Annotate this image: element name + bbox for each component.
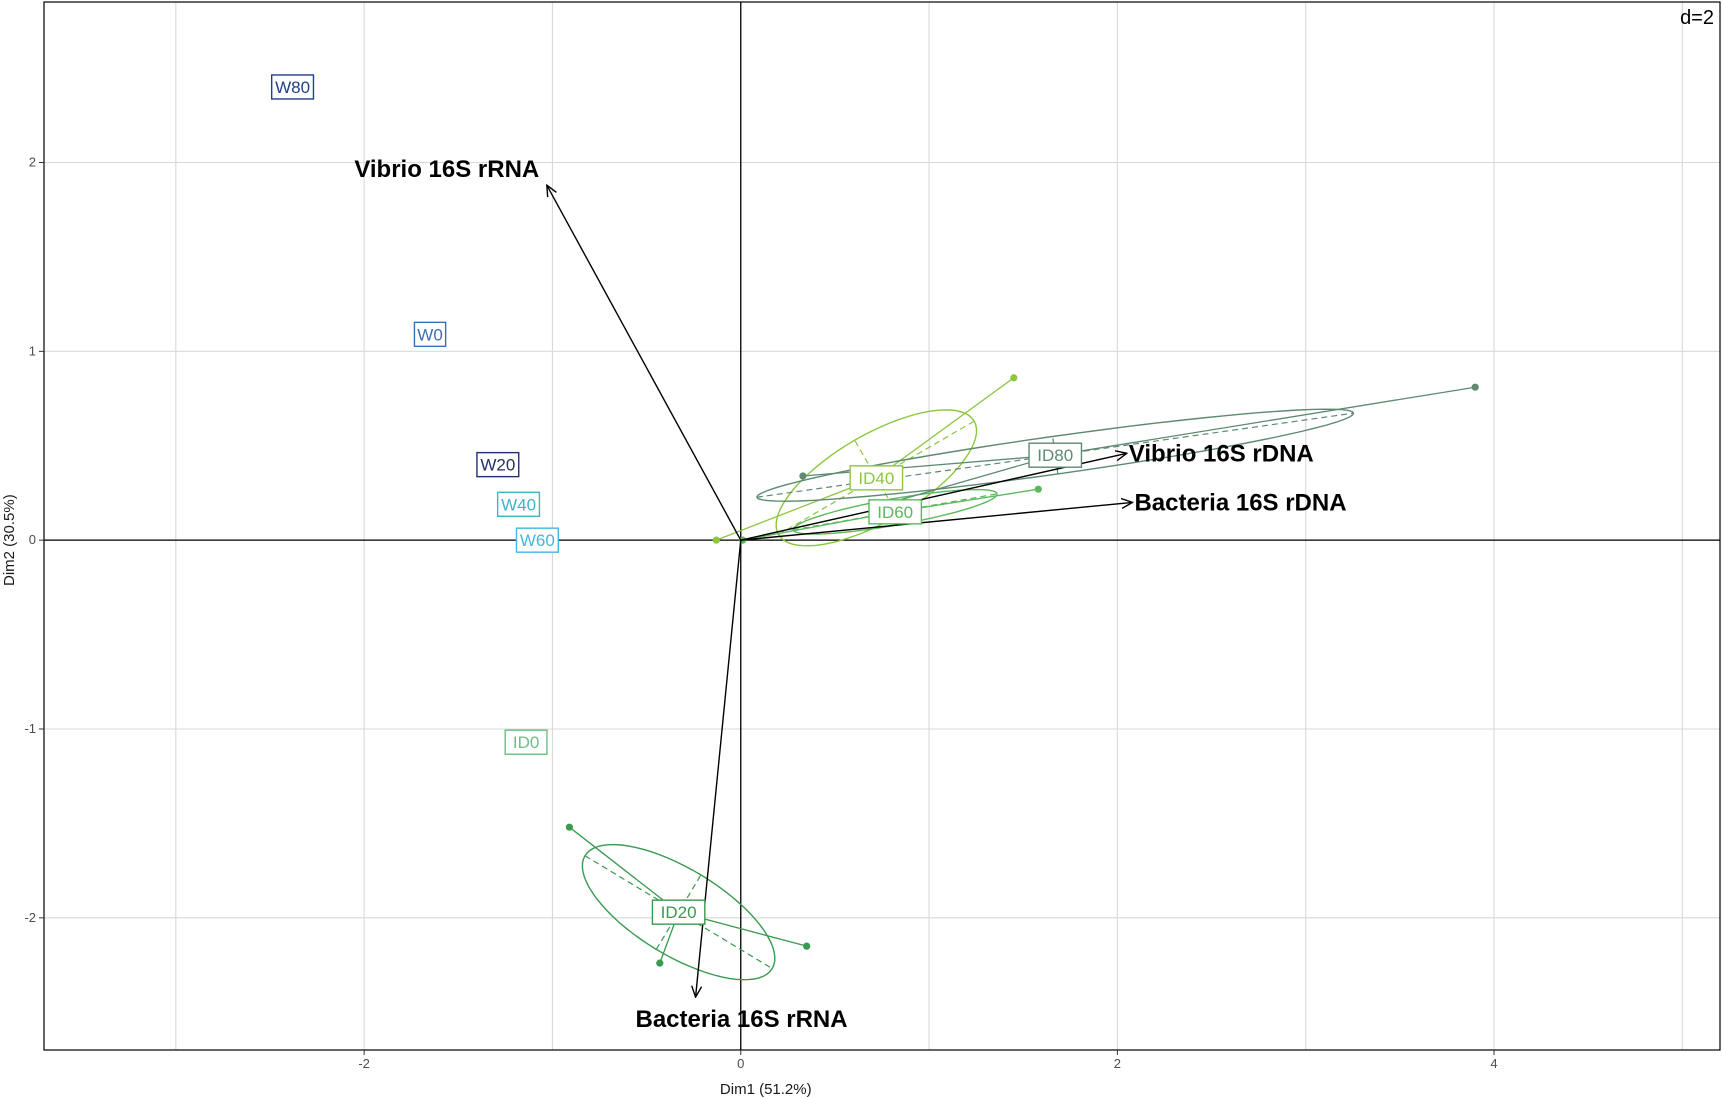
label-w80-box <box>270 74 315 100</box>
label-id20: ID20 <box>651 899 706 925</box>
label-id20-box <box>651 899 706 925</box>
label-id60-box <box>868 499 923 525</box>
arrow-label: Vibrio 16S rRNA <box>354 156 539 183</box>
label-w60-box <box>515 527 559 553</box>
label-id80-box <box>1028 442 1083 468</box>
arrow-label: Bacteria 16S rDNA <box>1134 489 1346 516</box>
scale-label: d=2 <box>1680 7 1714 29</box>
label-w0-box <box>413 321 447 348</box>
arrow-label: Bacteria 16S rRNA <box>636 1006 848 1033</box>
group-spoke <box>568 826 680 913</box>
label-w80: W80 <box>270 74 315 100</box>
y-axis-title: Dim2 (30.5%) <box>1 494 18 586</box>
group-id40 <box>712 374 1018 547</box>
data-point <box>565 823 573 831</box>
zero-axes <box>44 2 1720 1050</box>
arrow-vibrio-16s-rdna: Vibrio 16S rDNA <box>740 440 1314 541</box>
label-id80-text: ID80 <box>1037 446 1073 465</box>
group-spoke <box>802 454 1056 477</box>
label-w40-text: W40 <box>501 495 536 514</box>
y-tick-label: 0 <box>29 532 36 547</box>
group-spoke <box>875 377 1015 479</box>
x-tick-label: 4 <box>1490 1056 1497 1071</box>
data-point <box>656 959 664 967</box>
data-point <box>1010 374 1018 382</box>
plot-panel-border <box>43 1 1721 1051</box>
label-id40-box <box>849 465 904 491</box>
confidence-ellipse <box>775 409 978 547</box>
x-tick-label: 2 <box>1114 1056 1121 1071</box>
label-w0: W0 <box>413 321 447 348</box>
axis-ticks: -2 0 2 4 -2 -1 0 1 2 <box>24 155 1497 1071</box>
variable-arrows: Vibrio 16S rRNA Vibrio 16S rDNA Bacteria 1… <box>354 156 1346 1033</box>
label-id60: ID60 <box>868 499 923 525</box>
x-tick-label: 0 <box>737 1056 744 1071</box>
data-point <box>1034 485 1042 493</box>
label-id40-text: ID40 <box>858 469 894 488</box>
data-point <box>803 942 811 950</box>
arrow-vibrio-16s-rrna: Vibrio 16S rRNA <box>354 156 742 541</box>
label-id0-box <box>504 729 548 755</box>
x-axis-title: Dim1 (51.2%) <box>720 1081 812 1098</box>
arrow-bacteria-16s-rdna: Bacteria 16S rDNA <box>740 489 1347 541</box>
label-w0-text: W0 <box>417 325 443 344</box>
label-id80: ID80 <box>1028 442 1083 468</box>
arrow-bacteria-16s-rrna: Bacteria 16S rRNA <box>636 540 848 1033</box>
confidence-ellipse <box>581 843 776 981</box>
arrow-line <box>740 502 1133 541</box>
label-w60: W60 <box>515 527 559 553</box>
y-tick-label: -2 <box>24 910 36 925</box>
label-w40-box <box>496 491 541 517</box>
y-tick-label: 1 <box>29 343 36 358</box>
arrow-line <box>547 185 742 541</box>
label-id20-text: ID20 <box>661 903 697 922</box>
label-id40: ID40 <box>849 465 904 491</box>
x-tick-label: -2 <box>358 1056 370 1071</box>
label-w20-text: W20 <box>480 456 515 475</box>
group-spoke <box>1055 386 1476 456</box>
label-w60-text: W60 <box>520 531 555 550</box>
ellipse-major-axis <box>584 855 773 970</box>
arrow-line <box>696 540 742 997</box>
label-w80-text: W80 <box>275 78 310 97</box>
label-w20: W20 <box>476 451 520 478</box>
label-id0-text: ID0 <box>513 733 539 752</box>
data-point <box>712 536 720 544</box>
data-point <box>1471 383 1479 391</box>
data-point <box>799 472 807 480</box>
arrow-label: Vibrio 16S rDNA <box>1129 440 1314 467</box>
group-ellipses <box>565 374 1479 981</box>
label-id0: ID0 <box>504 729 548 755</box>
y-tick-label: -1 <box>24 721 36 736</box>
group-spoke <box>891 454 1056 504</box>
y-tick-label: 2 <box>29 155 36 170</box>
point-labels: W80 W0 W20 W40 W60 ID0 ID20 ID40 ID60 ID80 <box>270 74 1083 925</box>
label-w20-box <box>476 451 520 478</box>
label-id60-text: ID60 <box>877 503 913 522</box>
label-w40: W40 <box>496 491 541 517</box>
